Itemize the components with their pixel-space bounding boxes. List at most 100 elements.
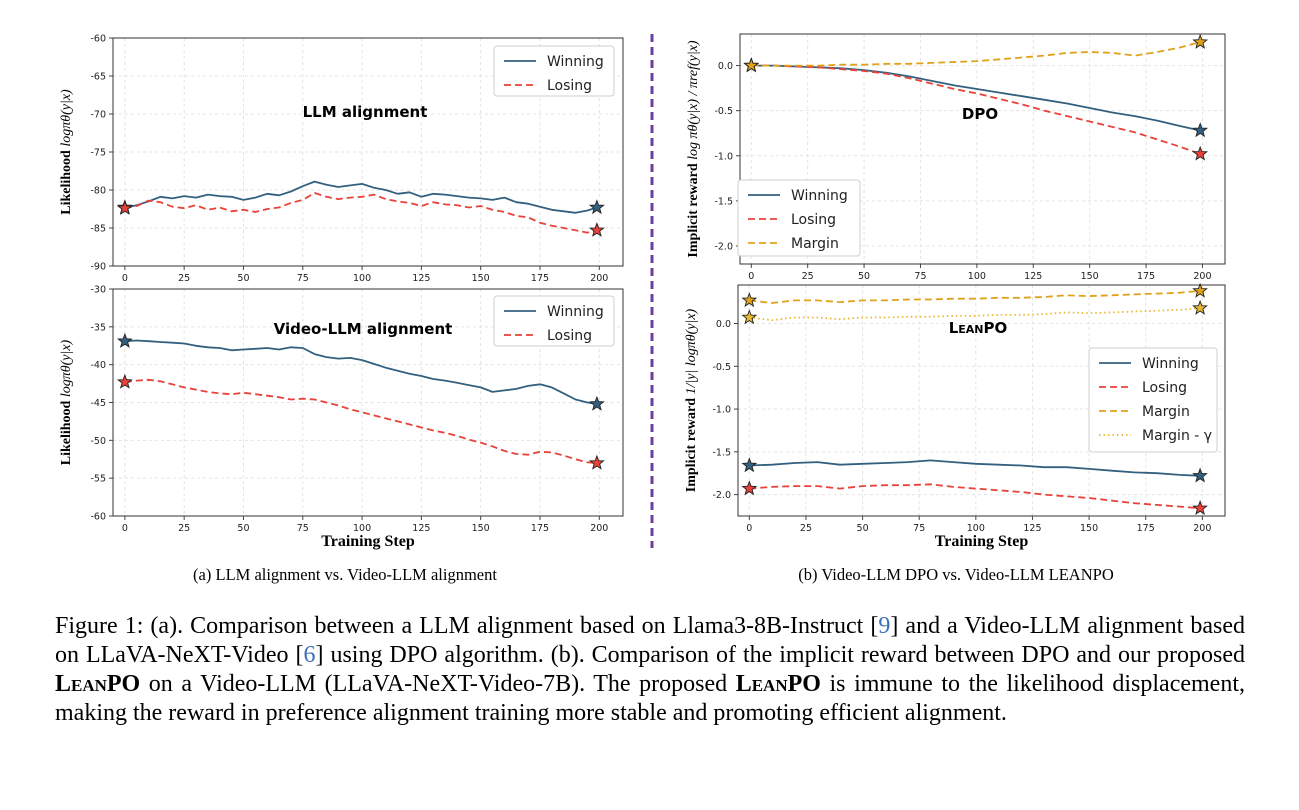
x-tick-label: 50: [237, 273, 249, 284]
panel-annotation: Video-LLM alignment: [274, 320, 453, 338]
x-tick-label: 125: [1024, 271, 1042, 282]
caption-part-5: is immune to the likelihood displacement…: [55, 671, 1245, 726]
legend-label: Margin: [1142, 404, 1190, 420]
x-tick-label: 175: [531, 273, 549, 284]
x-tick-label: 25: [178, 523, 190, 534]
y-tick-label: -45: [90, 398, 106, 409]
series-line-winning: [751, 64, 1201, 132]
y-tick-label: -1.0: [712, 405, 731, 416]
endpoint-star-marker: [741, 457, 758, 473]
legend-box: [1088, 347, 1218, 453]
y-tick-label: 0.0: [718, 61, 733, 72]
x-tick-label: 100: [967, 523, 985, 534]
y-tick-label: -85: [90, 224, 106, 235]
legend-label: Losing: [791, 212, 836, 228]
x-tick-label: 200: [1193, 271, 1211, 282]
y-tick-label: -0.5: [712, 362, 731, 373]
y-tick-label: -1.0: [714, 151, 733, 162]
panel-annotation: DPO: [962, 105, 998, 123]
y-tick-label: -80: [90, 186, 106, 197]
endpoint-star-marker: [116, 373, 133, 389]
series-line-winning: [124, 180, 598, 214]
legend-label: Winning: [547, 54, 604, 70]
y-tick-label: 0.0: [716, 319, 731, 330]
x-tick-label: 200: [590, 523, 608, 534]
plot-frame: [737, 284, 1226, 517]
endpoint-star-marker: [1192, 122, 1209, 138]
legend-box: [493, 295, 615, 347]
endpoint-star-marker: [588, 454, 605, 470]
x-tick-label: 0: [122, 523, 128, 534]
subcaption-b: (b) Video-LLM DPO vs. Video-LLM LEANPO: [798, 565, 1114, 584]
x-tick-label: 125: [412, 523, 430, 534]
y-axis-label: Likelihood logπθ(y|x): [59, 339, 74, 465]
chart-dpo: 0 25 50 75 100 125 150 175 200 -2.0 -1.5 -1.0 -0.5 0.…: [686, 33, 1226, 282]
series-line-losing: [124, 192, 598, 234]
x-tick-label: 175: [1137, 523, 1155, 534]
x-tick-label: 100: [968, 271, 986, 282]
caption-leanpo-1: LeanPO: [55, 671, 141, 697]
endpoint-star-marker: [588, 222, 605, 237]
series-line-losing: [749, 483, 1201, 510]
endpoint-star-marker: [1192, 467, 1208, 483]
legend-label: Winning: [791, 188, 848, 204]
legend-label: Losing: [1142, 380, 1187, 396]
plot-frame: [739, 33, 1226, 265]
endpoint-star-marker: [1192, 500, 1208, 516]
y-tick-label: -60: [90, 34, 106, 45]
y-tick-label: -65: [90, 72, 106, 83]
y-axis-label: Likelihood logπθ(y|x): [59, 89, 74, 215]
endpoint-star-marker: [1192, 299, 1208, 315]
citation-link-9[interactable]: 9: [878, 613, 891, 639]
endpoint-star-marker: [116, 199, 133, 215]
x-tick-label: 150: [472, 273, 490, 284]
x-axis-label: Training Step: [321, 533, 415, 550]
series-line-margin-: [749, 307, 1201, 322]
x-tick-label: 50: [237, 523, 249, 534]
plot-frame: [112, 37, 624, 267]
x-tick-label: 50: [858, 271, 870, 282]
citation-link-6[interactable]: 6: [303, 642, 316, 668]
series-line-margin: [749, 290, 1201, 304]
x-tick-label: 200: [1193, 523, 1211, 534]
chart-leanpo: 0 25 50 75 100 125 150 175 200 -2.0 -1.5 -1.0 -0.5 0.…: [684, 282, 1226, 550]
y-axis-label: Implicit reward log πθ(y|x) / πref(y|x): [686, 40, 701, 257]
x-tick-label: 125: [1023, 523, 1041, 534]
legend-label: Margin: [791, 236, 839, 252]
x-tick-label: 75: [913, 523, 925, 534]
panel-annotation: LLM alignment: [303, 103, 428, 121]
x-tick-label: 175: [1137, 271, 1155, 282]
endpoint-star-marker: [741, 292, 758, 308]
y-tick-label: -30: [90, 285, 106, 296]
x-tick-label: 200: [590, 273, 608, 284]
subcaption-a: (a) LLM alignment vs. Video-LLM alignmen…: [193, 565, 497, 584]
y-tick-label: -75: [90, 148, 106, 159]
figure-1: 0 25 50 75 100 125 150 175 200 -90 -85 -80 -75 -70 -65…: [59, 33, 1226, 584]
series-line-margin: [751, 41, 1201, 67]
figure-caption: Figure 1: (a). Comparison between a LLM …: [55, 612, 1245, 728]
x-tick-label: 0: [746, 523, 752, 534]
y-tick-label: -55: [90, 474, 106, 485]
x-tick-label: 100: [353, 273, 371, 284]
y-tick-label: -90: [90, 262, 106, 273]
y-tick-label: -40: [90, 360, 106, 371]
x-tick-label: 0: [748, 271, 754, 282]
endpoint-star-marker: [743, 57, 760, 73]
x-tick-label: 100: [353, 523, 371, 534]
endpoint-star-marker: [116, 332, 133, 348]
y-tick-label: -35: [90, 322, 106, 333]
x-tick-label: 25: [178, 273, 190, 284]
x-tick-label: 75: [914, 271, 926, 282]
x-tick-label: 125: [412, 273, 430, 284]
x-tick-label: 25: [800, 523, 812, 534]
chart-llm: 0 25 50 75 100 125 150 175 200 -90 -85 -80 -75 -70 -65…: [59, 34, 624, 284]
endpoint-star-marker: [1192, 282, 1208, 298]
endpoint-star-marker: [1192, 33, 1209, 49]
x-tick-label: 75: [297, 523, 309, 534]
x-axis-label: Training Step: [935, 533, 1029, 550]
y-tick-label: -2.0: [712, 490, 731, 501]
y-tick-label: -50: [90, 436, 106, 447]
legend-label: Winning: [547, 304, 604, 320]
caption-part-4: on a Video-LLM (LLaVA-NeXT-Video-7B). Th…: [140, 671, 736, 697]
x-tick-label: 150: [1080, 523, 1098, 534]
